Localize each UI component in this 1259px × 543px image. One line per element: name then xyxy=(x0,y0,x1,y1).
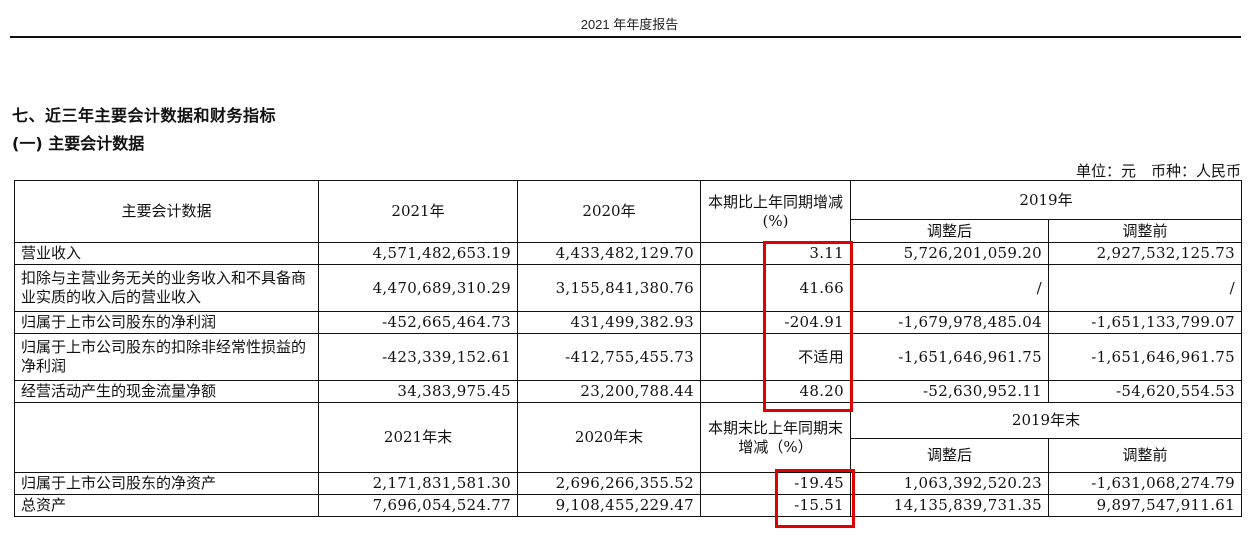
table-row: 扣除与主营业务无关的业务收入和不具备商业实质的收入后的营业收入 4,470,68… xyxy=(14,264,1242,312)
col-header-2021-end: 2021年末 xyxy=(318,402,518,473)
table-row: 归属于上市公司股东的净资产 2,171,831,581.30 2,696,266… xyxy=(14,472,1242,495)
cell-2020: 23,200,788.44 xyxy=(517,380,701,403)
col-header-change-end: 本期末比上年同期末增减（%） xyxy=(700,402,851,473)
cell-2021: -423,339,152.61 xyxy=(318,333,518,381)
cell-change: -15.51 xyxy=(700,494,851,517)
cell-2019-adjusted: 14,135,839,731.35 xyxy=(850,494,1049,517)
cell-2019-before: / xyxy=(1048,264,1242,312)
row-label: 归属于上市公司股东的净利润 xyxy=(14,311,319,334)
cell-2021: 4,470,689,310.29 xyxy=(318,264,518,312)
cell-2019-adjusted: -1,651,646,961.75 xyxy=(850,333,1049,381)
subsection-title: (一) 主要会计数据 xyxy=(12,134,145,153)
row-label: 经营活动产生的现金流量净额 xyxy=(14,380,319,403)
accounting-data-table: 主要会计数据 2021年 2020年 本期比上年同期增减(%) 2019年 调整… xyxy=(14,180,1242,517)
header-subrow: 调整后 调整前 xyxy=(15,219,1242,243)
col-header-2019: 2019年 xyxy=(850,180,1242,220)
header-rule xyxy=(10,36,1241,38)
cell-2020: 4,433,482,129.70 xyxy=(517,242,701,265)
col-header-before-adjust: 调整前 xyxy=(1048,438,1242,473)
cell-2019-before: -54,620,554.53 xyxy=(1048,380,1242,403)
row-label: 扣除与主营业务无关的业务收入和不具备商业实质的收入后的营业收入 xyxy=(14,264,319,312)
section-title: 七、近三年主要会计数据和财务指标 xyxy=(12,106,277,125)
header-row: 主要会计数据 2021年 2020年 本期比上年同期增减(%) 2019年 xyxy=(14,180,1242,243)
cell-change: 41.66 xyxy=(700,264,851,312)
cell-2019-adjusted: 1,063,392,520.23 xyxy=(850,472,1049,495)
table-row: 经营活动产生的现金流量净额 34,383,975.45 23,200,788.4… xyxy=(14,380,1242,403)
cell-2021: 4,571,482,653.19 xyxy=(318,242,518,265)
col-header-item-blank xyxy=(14,402,319,473)
col-header-adjusted: 调整后 xyxy=(850,438,1049,473)
table-row: 总资产 7,696,054,524.77 9,108,455,229.47 -1… xyxy=(14,494,1242,517)
row-label: 营业收入 xyxy=(14,242,319,265)
cell-change: 48.20 xyxy=(700,380,851,403)
cell-2019-adjusted: -52,630,952.11 xyxy=(850,380,1049,403)
cell-change: 3.11 xyxy=(700,242,851,265)
table-row: 归属于上市公司股东的扣除非经常性损益的净利润 -423,339,152.61 -… xyxy=(14,333,1242,381)
cell-2019-before: -1,651,133,799.07 xyxy=(1048,311,1242,334)
cell-2020: 3,155,841,380.76 xyxy=(517,264,701,312)
row-label: 归属于上市公司股东的净资产 xyxy=(14,472,319,495)
unit-currency-note: 单位：元 币种：人民币 xyxy=(1075,162,1241,180)
col-header-2020-end: 2020年末 xyxy=(517,402,701,473)
cell-2021: -452,665,464.73 xyxy=(318,311,518,334)
cell-2019-adjusted: / xyxy=(850,264,1049,312)
cell-2021: 7,696,054,524.77 xyxy=(318,494,518,517)
running-header: 2021 年年度报告 xyxy=(580,17,679,32)
col-header-before-adjust: 调整前 xyxy=(1048,219,1242,243)
cell-2020: 2,696,266,355.52 xyxy=(517,472,701,495)
cell-2019-before: 9,897,547,911.61 xyxy=(1048,494,1242,517)
cell-2021: 2,171,831,581.30 xyxy=(318,472,518,495)
cell-change: 不适用 xyxy=(700,333,851,381)
cell-2019-before: 2,927,532,125.73 xyxy=(1048,242,1242,265)
cell-2019-adjusted: 5,726,201,059.20 xyxy=(850,242,1049,265)
col-header-2021: 2021年 xyxy=(318,180,518,243)
row-label: 总资产 xyxy=(14,494,319,517)
col-header-2019-end: 2019年末 xyxy=(850,402,1242,439)
cell-change: -204.91 xyxy=(700,311,851,334)
cell-2020: -412,755,455.73 xyxy=(517,333,701,381)
header-row-period-end: 2021年末 2020年末 本期末比上年同期末增减（%） 2019年末 xyxy=(14,402,1242,473)
cell-2021: 34,383,975.45 xyxy=(318,380,518,403)
row-label: 归属于上市公司股东的扣除非经常性损益的净利润 xyxy=(14,333,319,381)
cell-change: -19.45 xyxy=(700,472,851,495)
col-header-adjusted: 调整后 xyxy=(850,219,1049,243)
table-row: 归属于上市公司股东的净利润 -452,665,464.73 431,499,38… xyxy=(14,311,1242,334)
cell-2019-before: -1,651,646,961.75 xyxy=(1048,333,1242,381)
table-row: 营业收入 4,571,482,653.19 4,433,482,129.70 3… xyxy=(14,242,1242,265)
header-subrow-period-end: 调整后 调整前 xyxy=(15,438,1242,473)
col-header-item: 主要会计数据 xyxy=(14,180,319,243)
col-header-change: 本期比上年同期增减(%) xyxy=(700,180,851,243)
cell-2020: 9,108,455,229.47 xyxy=(517,494,701,517)
cell-2019-adjusted: -1,679,978,485.04 xyxy=(850,311,1049,334)
cell-2020: 431,499,382.93 xyxy=(517,311,701,334)
col-header-2020: 2020年 xyxy=(517,180,701,243)
cell-2019-before: -1,631,068,274.79 xyxy=(1048,472,1242,495)
